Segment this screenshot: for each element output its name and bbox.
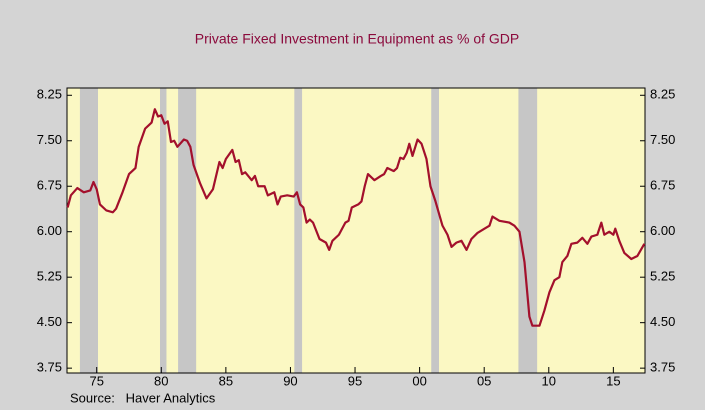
y-tick-label: 7.50: [37, 132, 62, 147]
x-tick-label: 95: [348, 373, 362, 388]
plot-frame: [66, 87, 646, 374]
x-tick-label: 15: [606, 373, 620, 388]
chart-title: Private Fixed Investment in Equipment as…: [195, 31, 519, 47]
x-tick-label: 90: [283, 373, 297, 388]
y2-tick-label: 8.25: [650, 87, 675, 102]
y-tick-label: 6.75: [37, 178, 62, 193]
recession-band: [79, 88, 98, 373]
recession-band: [518, 88, 538, 373]
x-tick-label: 10: [542, 373, 556, 388]
y-tick-label: 4.50: [37, 314, 62, 329]
y-tick-label: 3.75: [37, 360, 62, 375]
y-tick-label: 8.25: [37, 87, 62, 102]
plot-area: [67, 88, 645, 373]
recession-band: [431, 88, 439, 373]
y2-tick-label: 5.25: [650, 269, 675, 284]
y-tick-label: 6.00: [37, 223, 62, 238]
y2-tick-label: 3.75: [650, 360, 675, 375]
source: Source: Haver Analytics: [70, 390, 216, 405]
x-tick-label: 05: [477, 373, 491, 388]
y2-tick-label: 6.00: [650, 223, 675, 238]
y2-tick-label: 6.75: [650, 178, 675, 193]
y2-tick-label: 7.50: [650, 132, 675, 147]
y-tick-label: 5.25: [37, 269, 62, 284]
x-tick-label: 75: [89, 373, 103, 388]
y2-tick-label: 4.50: [650, 314, 675, 329]
x-tick-label: 80: [154, 373, 168, 388]
recession-band: [159, 88, 167, 373]
line-series: [66, 108, 646, 327]
recession-band: [294, 88, 303, 373]
x-tick-label: 00: [412, 373, 426, 388]
x-tick-label: 85: [219, 373, 233, 388]
recession-band: [178, 88, 197, 373]
